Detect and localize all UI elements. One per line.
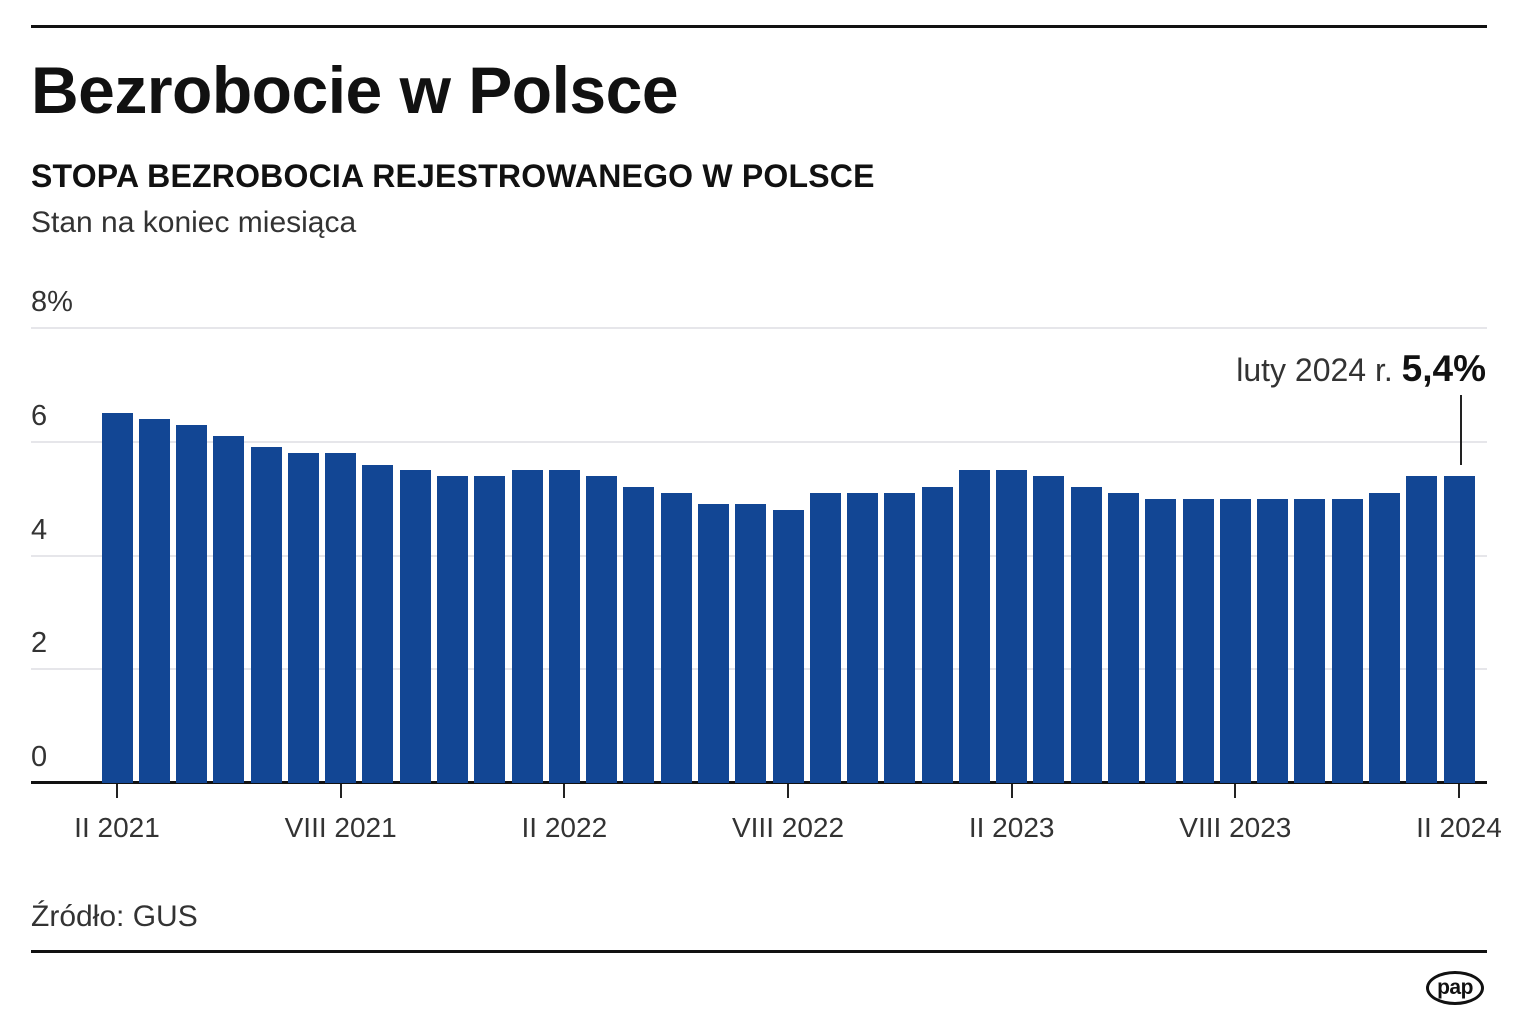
bar [958, 470, 990, 783]
bar [399, 470, 431, 783]
source-label: Źródło: GUS [31, 900, 198, 933]
bar [809, 492, 841, 783]
y-tick-label: 4 [31, 513, 48, 546]
bar [511, 470, 543, 783]
annotation-value: 5,4% [1401, 348, 1486, 389]
chart-note: Stan na koniec miesiąca [31, 206, 357, 239]
annotation-label: luty 2024 r. [1236, 352, 1393, 388]
y-tick-label: 6 [31, 399, 48, 432]
bar [325, 453, 357, 783]
bar [1219, 498, 1251, 783]
bar [1406, 475, 1438, 783]
bottom-rule [31, 950, 1487, 953]
bar [772, 510, 804, 783]
bar [1108, 492, 1139, 783]
bar [623, 487, 655, 783]
bar [362, 464, 394, 783]
bar [213, 436, 245, 783]
bar [1294, 498, 1326, 783]
x-tick-label: VIII 2022 [731, 812, 845, 843]
y-tick-label: 0 [31, 741, 48, 773]
bar [1145, 498, 1177, 783]
bar [884, 492, 916, 783]
bar [1443, 475, 1475, 783]
x-tick-label: VIII 2021 [284, 812, 397, 843]
bar [735, 504, 767, 783]
x-tick-label: II 2022 [521, 812, 608, 843]
y-tick-label: 2 [31, 627, 48, 660]
y-tick-label: 8% [31, 286, 73, 318]
bar [996, 470, 1028, 783]
x-tick [116, 784, 118, 798]
top-rule [31, 25, 1487, 28]
x-tick [563, 784, 566, 798]
latest-value-annotation: luty 2024 r. 5,4% [1236, 348, 1486, 390]
chart-title: Bezrobocie w Polsce [31, 53, 679, 127]
pap-logo: pap [1426, 971, 1484, 1005]
gridline [31, 327, 1487, 329]
bar [138, 419, 170, 783]
x-tick [1458, 784, 1460, 798]
bar [697, 504, 729, 783]
bar [1368, 492, 1400, 783]
bar [660, 492, 692, 783]
bar [548, 470, 580, 783]
x-tick [339, 784, 342, 798]
bar [474, 475, 506, 783]
x-tick [1010, 784, 1013, 798]
bar [921, 487, 953, 783]
bar [1033, 475, 1065, 783]
x-tick-label: VIII 2023 [1179, 812, 1292, 843]
bar [250, 447, 282, 783]
gridline [31, 440, 1487, 443]
bar [847, 492, 879, 783]
bar [437, 475, 468, 783]
x-tick-label: II 2023 [968, 812, 1055, 843]
x-tick-label: II 2024 [1416, 812, 1502, 843]
x-tick-label: II 2021 [74, 812, 160, 843]
bar [1070, 487, 1102, 783]
bar [1182, 498, 1214, 783]
annotation-leader-line [1460, 395, 1462, 465]
bar [176, 424, 208, 783]
x-tick [787, 784, 789, 798]
bar [101, 413, 133, 783]
bar [1257, 498, 1289, 783]
chart-subtitle: STOPA BEZROBOCIA REJESTROWANEGO W POLSCE [31, 158, 875, 194]
bar [287, 453, 319, 783]
x-tick [1234, 784, 1237, 798]
bar [586, 475, 618, 783]
bar [1331, 498, 1363, 783]
